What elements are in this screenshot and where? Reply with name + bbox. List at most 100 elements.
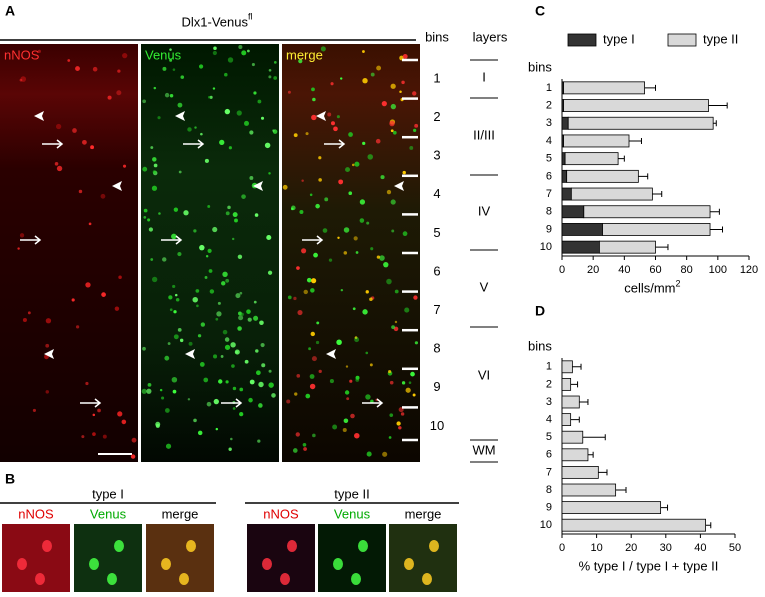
cell	[197, 334, 202, 338]
bar	[561, 205, 585, 219]
cell	[260, 342, 265, 348]
cell	[161, 558, 171, 570]
error-bar	[710, 226, 724, 233]
cell	[179, 573, 189, 585]
cell	[390, 129, 394, 133]
bin-number: 1	[433, 70, 440, 85]
cell	[258, 381, 264, 388]
y-tick-label: 9	[546, 223, 552, 235]
cell	[56, 165, 63, 172]
y-tick-label: 7	[546, 188, 552, 200]
cell	[142, 99, 147, 104]
bar	[563, 134, 630, 148]
cell	[173, 310, 177, 314]
x-axis-label: cells/mm	[624, 280, 675, 295]
cell	[130, 454, 136, 459]
cell	[54, 162, 59, 166]
cell	[246, 49, 250, 53]
x-tick-label: 40	[618, 264, 630, 276]
cell	[303, 289, 308, 295]
cell	[292, 448, 298, 453]
cell	[246, 309, 251, 314]
cell	[336, 115, 340, 119]
cell	[169, 48, 172, 51]
image-merge	[282, 44, 420, 462]
cell	[114, 306, 120, 311]
channel-label: nNOS	[263, 506, 299, 521]
cell	[299, 210, 304, 215]
arrow	[183, 139, 205, 149]
cell	[183, 210, 189, 216]
error-bar	[713, 120, 717, 127]
cell	[390, 83, 396, 89]
cell	[37, 49, 41, 53]
y-tick-label: 5	[546, 153, 552, 165]
cell	[169, 58, 173, 62]
cell	[219, 139, 225, 145]
cell	[188, 341, 193, 346]
error-bar	[582, 434, 606, 441]
error-bar	[638, 173, 649, 180]
bar	[561, 501, 662, 514]
cell	[230, 342, 236, 348]
cell	[422, 573, 432, 585]
x-axis-label-sup: 2	[676, 278, 681, 288]
cell	[255, 349, 259, 353]
cell	[238, 315, 244, 321]
bin-number: 7	[433, 302, 440, 317]
cell	[171, 376, 178, 383]
cell	[117, 69, 121, 73]
cell	[85, 282, 91, 288]
cell	[402, 231, 408, 237]
arrowhead	[34, 111, 44, 121]
cell	[172, 389, 177, 394]
x-tick-label: 120	[740, 264, 758, 276]
cell	[286, 399, 291, 404]
y-axis-label: bins	[528, 59, 552, 74]
cell	[17, 247, 20, 250]
cell	[301, 248, 307, 254]
cell	[193, 229, 197, 233]
error-bar	[708, 102, 728, 109]
cell	[212, 226, 218, 233]
cell	[257, 439, 261, 443]
cell	[389, 413, 394, 418]
cell	[253, 91, 257, 95]
cell	[177, 328, 182, 332]
error-bar	[660, 504, 669, 511]
cell	[237, 254, 243, 260]
y-tick-label: 4	[546, 135, 552, 147]
cell	[107, 573, 117, 585]
cell	[234, 349, 240, 355]
cell	[231, 237, 235, 241]
arrowhead	[112, 181, 122, 191]
group-title: type II	[334, 486, 369, 501]
cell	[168, 295, 173, 300]
cell	[258, 403, 263, 408]
arrow	[161, 235, 183, 245]
cell	[311, 278, 317, 284]
cell	[268, 172, 271, 175]
cell	[222, 271, 228, 277]
bar	[561, 152, 566, 166]
cell	[213, 354, 218, 359]
cell	[143, 208, 148, 213]
cell	[187, 127, 192, 132]
cell	[165, 443, 172, 449]
cell	[293, 296, 297, 301]
cell	[306, 277, 312, 283]
cell	[45, 318, 52, 324]
cell	[267, 270, 273, 275]
error-bar	[570, 381, 579, 388]
y-tick-label: 5	[546, 431, 552, 443]
cell	[400, 412, 405, 416]
cell	[362, 141, 366, 145]
cell	[253, 300, 257, 304]
cell	[287, 295, 292, 300]
cell	[343, 251, 348, 255]
cell	[155, 423, 160, 428]
arrowhead	[185, 349, 195, 359]
cell	[232, 407, 236, 410]
cell	[391, 229, 395, 233]
bar	[561, 430, 584, 444]
